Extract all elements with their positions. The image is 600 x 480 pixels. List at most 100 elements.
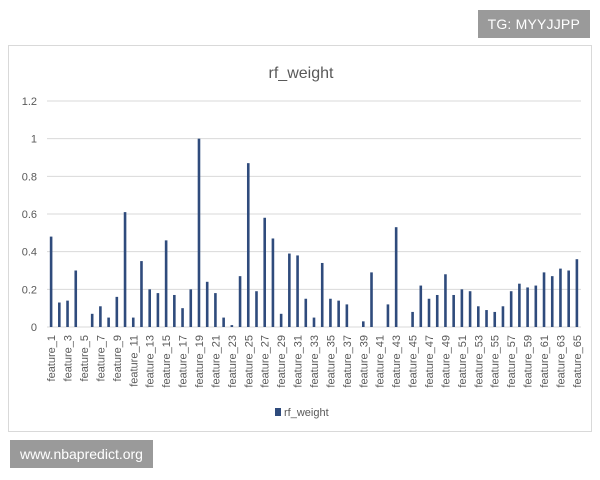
bar-feature_61	[542, 272, 546, 327]
x-tick-label: feature_63	[555, 335, 567, 388]
x-tick-label: feature_17	[178, 335, 190, 388]
x-tick-label: feature_53	[473, 335, 485, 388]
bar-feature_30	[288, 253, 291, 327]
bar-feature_6	[90, 313, 94, 327]
bar-feature_13	[148, 289, 151, 327]
y-tick-label: 0.2	[22, 284, 37, 296]
bar-feature_17	[181, 308, 184, 327]
bar-feature_35	[329, 298, 332, 327]
legend-label: rf_weight	[284, 407, 329, 419]
bar-feature_55	[493, 311, 497, 327]
x-tick-label: feature_61	[539, 335, 551, 388]
bar-feature_59	[526, 287, 529, 327]
y-axis: 0 0.2 0.4 0.6 0.8 1 1.2	[22, 96, 37, 334]
bar-feature_52	[468, 291, 472, 327]
bar-feature_2	[58, 302, 61, 327]
x-tick-label: feature_41	[375, 335, 387, 388]
bar-feature_42	[386, 304, 390, 327]
x-tick-label: feature_39	[358, 335, 370, 388]
bar-feature_40	[370, 272, 373, 327]
bar-feature_4	[74, 270, 78, 327]
y-tick-label: 0	[31, 322, 37, 334]
bar-feature_63	[559, 268, 562, 327]
watermark-top-right: TG: MYYJJPP	[477, 10, 590, 38]
bar-feature_37	[345, 304, 349, 327]
x-tick-label: feature_35	[325, 335, 337, 388]
x-tick-label: feature_19	[194, 335, 206, 388]
x-tick-label: feature_3	[63, 335, 75, 381]
bar-feature_49	[444, 274, 447, 327]
bar-feature_57	[509, 291, 513, 327]
x-tick-label: feature_47	[424, 335, 436, 388]
bar-feature_47	[427, 298, 431, 327]
bar-feature_62	[550, 276, 554, 327]
bar-feature_11	[131, 317, 135, 327]
bar-feature_1	[49, 236, 53, 327]
chart-title: rf_weight	[269, 65, 334, 82]
bar-feature_3	[66, 300, 69, 327]
gridlines	[47, 100, 581, 328]
x-tick-label: feature_31	[293, 335, 305, 388]
x-tick-label: feature_7	[95, 335, 107, 381]
x-tick-label: feature_65	[572, 335, 584, 388]
x-tick-label: feature_57	[506, 335, 518, 388]
x-tick-label: feature_21	[210, 335, 222, 388]
bar-feature_27	[263, 217, 267, 327]
y-tick-label: 0.8	[22, 171, 37, 183]
bar-feature_18	[189, 289, 193, 327]
bar-feature_10	[123, 212, 127, 327]
x-tick-label: feature_59	[523, 335, 535, 388]
x-tick-label: feature_49	[440, 335, 452, 388]
x-tick-label: feature_37	[342, 335, 354, 388]
chart-frame: rf_weight 0 0.2 0.4 0.6 0.8 1 1.2 feature_1 fea…	[8, 45, 592, 432]
bar-feature_56	[501, 306, 505, 327]
bar-feature_29	[279, 313, 283, 327]
bar-feature_53	[477, 306, 480, 327]
bar-feature_64	[567, 270, 570, 327]
x-tick-label: feature_1	[46, 335, 58, 381]
x-tick-label: feature_13	[145, 335, 157, 388]
y-tick-label: 0.4	[22, 247, 37, 259]
bar-feature_39	[361, 321, 365, 327]
x-tick-label: feature_33	[309, 335, 321, 388]
y-tick-label: 1	[31, 134, 37, 146]
bar-feature_28	[271, 238, 275, 327]
x-tick-label: feature_55	[490, 335, 502, 388]
bar-feature_36	[337, 300, 340, 327]
bar-feature_20	[205, 281, 209, 327]
x-tick-label: feature_43	[391, 335, 403, 388]
bar-feature_8	[107, 317, 110, 327]
y-tick-label: 0.6	[22, 209, 37, 221]
bar-feature_19	[197, 138, 201, 327]
bar-feature_15	[164, 240, 168, 327]
x-tick-label: feature_23	[227, 335, 239, 388]
bar-feature_12	[140, 261, 143, 327]
bar-feature_26	[255, 291, 258, 327]
bar-feature_7	[99, 306, 102, 327]
legend: rf_weight	[275, 407, 329, 419]
x-tick-label: feature_25	[243, 335, 255, 388]
legend-swatch	[275, 408, 281, 416]
bar-feature_51	[460, 289, 464, 327]
bar-feature_33	[312, 317, 316, 327]
bar-feature_23	[230, 325, 234, 327]
x-tick-label: feature_29	[276, 335, 288, 388]
x-tick-label: feature_5	[79, 335, 91, 381]
x-tick-label: feature_15	[161, 335, 173, 388]
bar-feature_50	[452, 294, 455, 327]
x-tick-label: feature_9	[112, 335, 124, 381]
bar-feature_58	[518, 283, 521, 327]
bar-feature_65	[575, 259, 579, 327]
x-tick-label: feature_45	[408, 335, 420, 388]
y-tick-label: 1.2	[22, 96, 37, 108]
x-tick-label: feature_27	[260, 335, 272, 388]
bar-feature_25	[246, 163, 250, 327]
bars	[49, 138, 579, 327]
bar-feature_31	[296, 255, 299, 327]
bar-feature_32	[304, 298, 308, 327]
bar-feature_22	[222, 317, 225, 327]
watermark-bottom-left: www.nbapredict.org	[10, 440, 153, 468]
x-tick-label: feature_51	[457, 335, 469, 388]
bar-feature_48	[435, 294, 439, 327]
bar-feature_45	[411, 311, 414, 327]
